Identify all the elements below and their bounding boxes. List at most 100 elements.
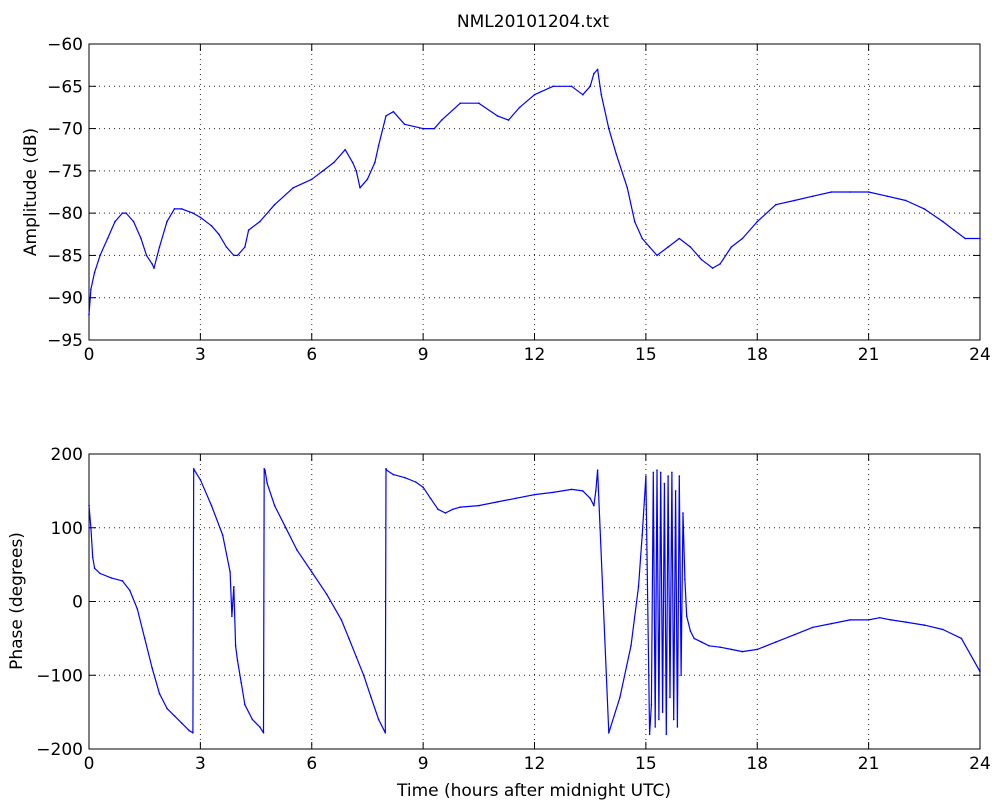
phase-panel: 0 3 6 9 12 15 18 21 24 −200 −100 0 100 200 Phase (deg…	[7, 445, 991, 801]
phase-data-point	[136, 608, 139, 610]
phase-data-point	[273, 504, 276, 507]
phase-data-point	[414, 481, 417, 483]
amplitude-data-point	[374, 161, 376, 164]
phase-data-point	[264, 469, 266, 472]
phase-data-point	[849, 619, 851, 621]
amplitude-x-tick-label: 0	[84, 345, 95, 365]
amplitude-data-point	[496, 115, 499, 117]
phase-data-point	[812, 626, 814, 629]
phase-x-tick-label: 9	[418, 754, 429, 774]
amplitude-data-point	[322, 170, 324, 172]
phase-data-point	[830, 622, 833, 625]
phase-y-tick-label: 200	[51, 445, 83, 465]
phase-data-point	[262, 732, 265, 734]
figure-title: NML20101204.txt	[457, 12, 610, 32]
amplitude-data-point	[422, 127, 424, 130]
amplitude-data-point	[311, 178, 313, 181]
phase-data-point	[244, 704, 246, 706]
amplitude-data-point	[199, 216, 202, 219]
phase-data-point	[99, 572, 101, 575]
amplitude-data-point	[333, 161, 335, 164]
phase-y-tick-label: −200	[36, 740, 83, 760]
amplitude-y-tick-label: −75	[47, 162, 83, 182]
amplitude-data-point	[88, 313, 90, 316]
phase-data-point	[890, 619, 892, 621]
phase-data-point	[362, 674, 365, 677]
amplitude-data-point	[518, 106, 521, 109]
phase-data-point	[867, 619, 870, 621]
phase-data-point	[672, 718, 675, 721]
phase-data-point	[979, 670, 981, 673]
phase-data-point	[593, 504, 595, 507]
amplitude-data-point	[273, 203, 276, 206]
phase-data-point	[641, 534, 643, 536]
phase-data-point	[193, 469, 196, 472]
phase-data-point	[285, 527, 287, 529]
amplitude-data-point	[247, 229, 250, 231]
phase-data-point	[188, 729, 190, 732]
phase-data-point	[659, 471, 662, 474]
phase-data-point	[263, 468, 266, 470]
amplitude-data-point	[153, 267, 155, 269]
phase-y-tick-label: 0	[72, 593, 83, 613]
amplitude-data-point	[678, 237, 681, 240]
phase-x-tick-label: 3	[195, 754, 206, 774]
amplitude-data-point	[403, 123, 406, 126]
amplitude-data-point	[979, 237, 981, 240]
amplitude-data-point	[905, 199, 907, 202]
phase-data-point	[452, 508, 454, 511]
phase-data-point	[730, 648, 733, 651]
amplitude-data-point	[210, 225, 213, 227]
phase-data-point	[661, 711, 664, 713]
phase-data-point	[129, 589, 131, 592]
amplitude-data-point	[741, 237, 744, 240]
amplitude-gridlines	[89, 44, 980, 340]
amplitude-x-tick-label: 18	[746, 345, 768, 365]
amplitude-x-tick-label: 9	[418, 345, 429, 365]
amplitude-data-point	[236, 254, 239, 257]
phase-x-tick-label: 21	[858, 754, 880, 774]
phase-data-point	[348, 637, 350, 640]
phase-data-point	[385, 468, 387, 470]
amplitude-y-tick-label: −60	[47, 35, 83, 55]
amplitude-data-point	[359, 187, 361, 189]
phase-data-point	[905, 621, 907, 623]
phase-data-point	[181, 722, 183, 724]
amplitude-data-point	[355, 170, 358, 172]
phase-data-point	[960, 637, 963, 640]
phase-data-point	[756, 648, 759, 651]
phase-data-point	[570, 488, 573, 491]
phase-data-point	[251, 718, 254, 721]
phase-data-point	[775, 641, 777, 643]
amplitude-data-point	[942, 220, 944, 223]
phase-data-point	[719, 646, 721, 648]
amplitude-data-point	[259, 220, 261, 223]
phase-data-point	[650, 704, 653, 706]
amplitude-data-point	[140, 237, 142, 240]
phase-data-point	[192, 732, 194, 734]
amplitude-data-point	[233, 254, 235, 257]
phase-data-point	[403, 476, 406, 479]
amplitude-x-tick-label: 15	[635, 345, 657, 365]
amplitude-data-point	[218, 233, 220, 236]
phase-data-point	[645, 475, 647, 477]
phase-data-point	[121, 580, 124, 582]
amplitude-data-point	[366, 178, 369, 181]
phase-data-point	[151, 667, 153, 669]
phase-data-point	[444, 512, 447, 514]
amplitude-data-point	[596, 68, 599, 71]
phase-data-point	[422, 486, 424, 489]
phase-data-point	[392, 473, 395, 476]
amplitude-data-point	[93, 271, 96, 274]
phase-data-point	[658, 718, 660, 721]
phase-data-point	[370, 696, 372, 699]
phase-data-point	[741, 650, 744, 653]
phase-data-point	[385, 469, 388, 472]
amplitude-data-point	[626, 187, 629, 189]
amplitude-y-tick-label: −85	[47, 246, 83, 266]
phase-data-point	[689, 630, 692, 632]
phase-data-point	[429, 497, 432, 500]
amplitude-data-point	[775, 203, 777, 206]
amplitude-data-point	[812, 195, 814, 197]
